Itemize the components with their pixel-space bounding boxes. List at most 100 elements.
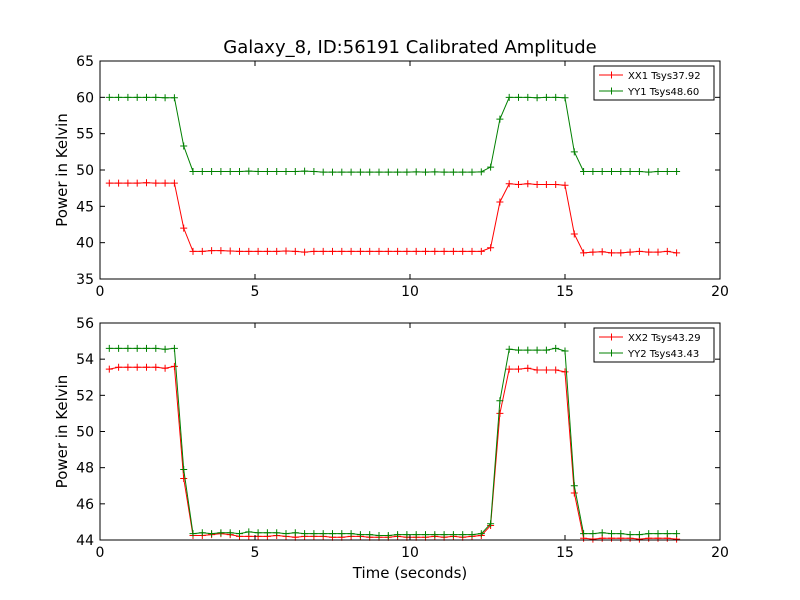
top-data-point xyxy=(198,167,206,175)
top-legend-marker-2 xyxy=(608,87,615,95)
top-data-point xyxy=(477,247,485,255)
top-data-point xyxy=(496,115,504,123)
top-data-point xyxy=(505,180,513,188)
top-data-point xyxy=(263,247,271,255)
top-y-tick-label: 65 xyxy=(76,54,94,70)
bottom-data-point xyxy=(170,344,178,352)
top-data-point xyxy=(384,168,392,176)
bottom-data-point xyxy=(561,347,569,355)
top-data-point xyxy=(635,167,643,175)
top-data-point xyxy=(329,247,336,255)
top-data-point xyxy=(105,93,113,101)
bottom-data-point xyxy=(505,365,513,373)
top-data-point xyxy=(626,167,634,175)
top-data-point xyxy=(347,168,355,176)
top-legend: XX1 Tsys37.92 YY1 Tsys48.60 xyxy=(593,65,715,101)
top-data-point xyxy=(515,181,522,189)
bottom-data-point xyxy=(403,531,411,539)
top-legend-label-2: YY1 Tsys48.60 xyxy=(627,87,699,98)
top-data-point xyxy=(468,168,476,176)
top-data-point xyxy=(440,247,448,255)
bottom-data-point xyxy=(468,531,476,539)
bottom-data-point xyxy=(161,345,169,353)
top-data-point xyxy=(245,247,253,255)
top-data-point xyxy=(552,93,560,101)
top-data-point xyxy=(180,142,188,150)
top-data-point xyxy=(124,93,132,101)
top-data-point xyxy=(338,168,346,176)
top-data-point xyxy=(282,167,290,175)
bottom-data-point xyxy=(366,531,374,539)
bottom-data-point xyxy=(152,363,160,371)
top-data-point xyxy=(115,93,123,101)
bottom-data-point xyxy=(124,344,132,352)
top-data-point xyxy=(273,167,281,175)
top-data-point xyxy=(319,168,327,176)
bottom-data-point xyxy=(180,465,188,473)
top-data-point xyxy=(598,167,606,175)
bottom-data-point xyxy=(105,344,113,352)
top-data-point xyxy=(161,179,169,187)
top-data-point xyxy=(645,168,653,176)
bottom-y-tick-label: 44 xyxy=(76,533,94,549)
bottom-data-point xyxy=(161,364,169,372)
top-data-point xyxy=(394,247,402,255)
top-data-point xyxy=(384,247,392,255)
top-data-point xyxy=(273,247,281,255)
top-data-point xyxy=(663,247,671,255)
top-data-point xyxy=(347,247,355,255)
bottom-y-tick-label: 54 xyxy=(76,352,94,368)
bottom-data-point xyxy=(254,529,262,537)
bottom-data-point xyxy=(105,365,113,373)
bottom-series-2 xyxy=(105,344,681,539)
top-panel: 0 5 10 15 20 35 40 45 50 55 60 65 Power in Kelvin XX1… xyxy=(53,54,729,300)
bottom-y-tick-label: 50 xyxy=(76,425,94,441)
bottom-panel: 0 5 10 15 20 44 46 48 50 52 54 56 Power in Kelvin Tim… xyxy=(53,316,729,582)
bottom-y-tick-label: 52 xyxy=(76,388,94,404)
bottom-data-point xyxy=(143,363,150,371)
top-data-point xyxy=(143,93,150,101)
top-data-point xyxy=(310,167,318,175)
top-data-point xyxy=(561,181,569,189)
bottom-data-point xyxy=(673,530,681,538)
top-data-point xyxy=(477,168,485,176)
top-data-point xyxy=(422,168,429,176)
bottom-data-point xyxy=(570,482,578,490)
top-data-point xyxy=(170,94,178,102)
top-data-point xyxy=(217,167,225,175)
top-data-point xyxy=(198,247,206,255)
bottom-data-point xyxy=(552,344,560,352)
top-data-point xyxy=(366,247,374,255)
top-data-point xyxy=(580,167,588,175)
top-x-tick-label: 15 xyxy=(556,284,574,300)
top-series-1 xyxy=(105,179,681,257)
top-data-point xyxy=(375,247,383,255)
top-data-point xyxy=(338,247,346,255)
top-legend-label-1: XX1 Tsys37.92 xyxy=(628,71,701,82)
top-data-point xyxy=(524,93,532,101)
bottom-data-point xyxy=(180,475,188,483)
top-data-point xyxy=(254,167,262,175)
top-data-point xyxy=(394,168,402,176)
top-data-point xyxy=(133,179,141,187)
top-data-point xyxy=(608,167,615,175)
bottom-data-point xyxy=(570,489,578,497)
top-data-point xyxy=(570,230,578,238)
bottom-data-point xyxy=(319,530,327,538)
bottom-data-point xyxy=(124,363,132,371)
top-data-point xyxy=(291,247,299,255)
bottom-data-point xyxy=(115,363,123,371)
bottom-data-point xyxy=(459,531,467,539)
bottom-data-point xyxy=(301,530,309,538)
bottom-data-point xyxy=(338,530,346,538)
top-data-point xyxy=(431,168,439,176)
top-data-point xyxy=(449,168,457,176)
top-data-point xyxy=(617,249,625,257)
bottom-data-point xyxy=(598,529,606,537)
top-data-point xyxy=(356,168,364,176)
top-data-point xyxy=(645,248,653,256)
bottom-x-axis-label: Time (seconds) xyxy=(352,564,468,582)
top-data-point xyxy=(366,168,374,176)
top-y-axis-label: Power in Kelvin xyxy=(53,113,71,227)
bottom-data-point xyxy=(524,364,532,372)
